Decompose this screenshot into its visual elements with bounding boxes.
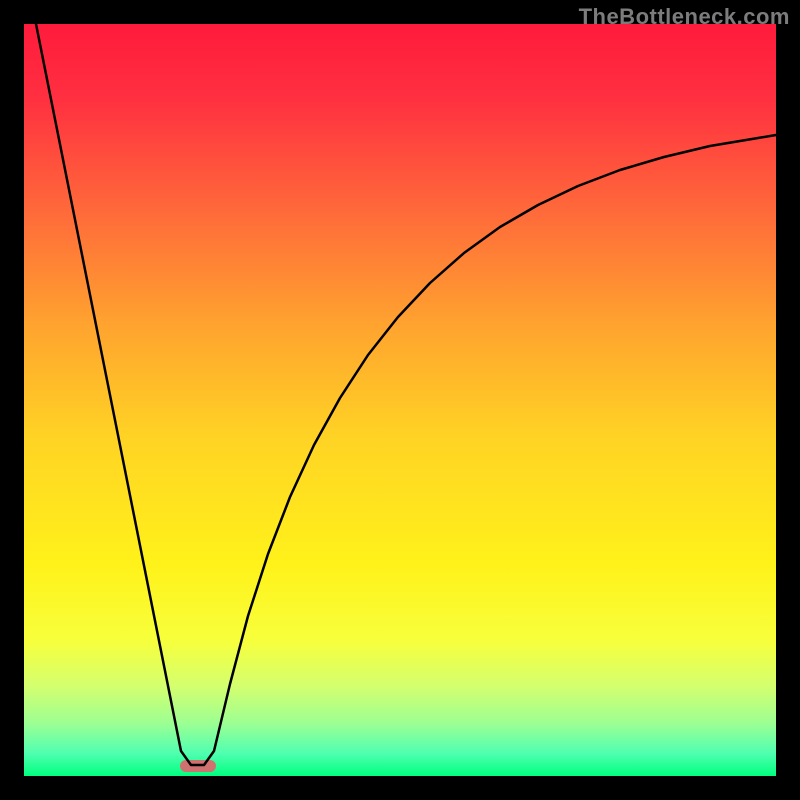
chart-container: TheBottleneck.com xyxy=(0,0,800,800)
gradient-background xyxy=(24,24,776,776)
watermark-text: TheBottleneck.com xyxy=(579,4,790,30)
chart-svg xyxy=(0,0,800,800)
